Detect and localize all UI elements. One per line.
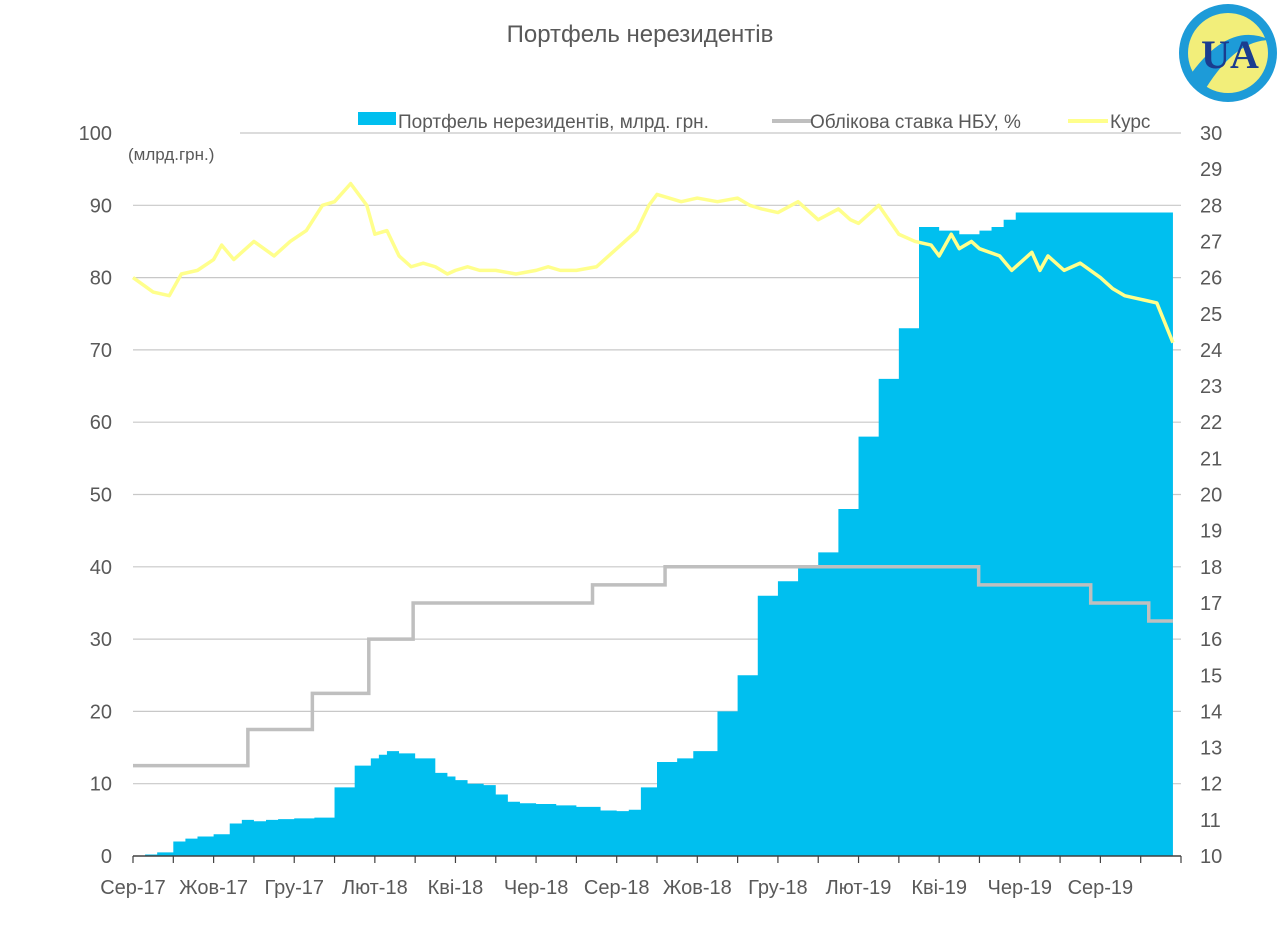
x-tick-label: Лют-18	[342, 877, 408, 899]
logo-swoosh	[1188, 34, 1270, 88]
rate-line	[133, 565, 1173, 768]
left-tick-label: 70	[90, 340, 112, 362]
x-tick-label: Сер-18	[584, 877, 650, 899]
fx-line	[131, 181, 1175, 344]
left-tick-label: 100	[79, 123, 112, 145]
gridlines	[133, 132, 1181, 785]
x-tick-label: Сер-17	[100, 877, 166, 899]
chart-title: Портфель нерезидентів	[507, 21, 774, 48]
legend-label-rate: Облікова ставка НБУ, %	[810, 112, 1021, 133]
left-tick-label: 10	[90, 774, 112, 796]
right-axis-ticks: 10 11 12 13 14 15 16 17 18 19 20 21 22 23 24 25 26 27 28 29…	[1200, 123, 1222, 868]
portfolio-area-shape	[133, 212, 1173, 856]
left-axis-unit: (млрд.грн.)	[128, 145, 214, 164]
x-tick-label: Жов-17	[179, 877, 248, 899]
legend: Портфель нерезидентів, млрд. грн. Обліко…	[358, 112, 1150, 133]
left-tick-label: 50	[90, 485, 112, 507]
x-tick-label: Жов-18	[663, 877, 732, 899]
x-tick-label: Кві-18	[428, 877, 484, 899]
right-tick-label: 21	[1200, 448, 1222, 470]
left-tick-label: 0	[101, 846, 112, 868]
right-tick-label: 27	[1200, 231, 1222, 253]
right-tick-label: 10	[1200, 846, 1222, 868]
left-tick-label: 30	[90, 629, 112, 651]
logo-text: UA	[1201, 32, 1259, 77]
left-tick-label: 60	[90, 412, 112, 434]
right-tick-label: 14	[1200, 701, 1222, 723]
left-tick-label: 20	[90, 701, 112, 723]
right-tick-label: 17	[1200, 593, 1222, 615]
right-tick-label: 18	[1200, 557, 1222, 579]
left-tick-label: 40	[90, 557, 112, 579]
right-tick-label: 16	[1200, 629, 1222, 651]
x-tick-label: Чер-19	[988, 877, 1052, 899]
right-tick-label: 28	[1200, 195, 1222, 217]
right-tick-label: 25	[1200, 304, 1222, 326]
portfolio-area	[133, 212, 1173, 856]
left-tick-label: 90	[90, 195, 112, 217]
right-tick-label: 19	[1200, 521, 1222, 543]
right-tick-label: 30	[1200, 123, 1222, 145]
fx-line-path	[131, 181, 1175, 344]
right-tick-label: 29	[1200, 159, 1222, 181]
right-tick-label: 13	[1200, 738, 1222, 760]
x-tick-label: Гру-17	[264, 877, 324, 899]
x-tick-label: Чер-18	[504, 877, 568, 899]
right-tick-label: 20	[1200, 485, 1222, 507]
legend-label-portfolio: Портфель нерезидентів, млрд. грн.	[398, 112, 709, 133]
right-tick-label: 26	[1200, 268, 1222, 290]
x-tick-label: Кві-19	[911, 877, 967, 899]
axes	[132, 855, 1182, 863]
x-tick-label: Лют-19	[826, 877, 892, 899]
right-tick-label: 12	[1200, 774, 1222, 796]
right-tick-label: 23	[1200, 376, 1222, 398]
rate-step-path	[133, 565, 1173, 768]
legend-label-fx: Курс	[1110, 112, 1150, 133]
right-tick-label: 24	[1200, 340, 1222, 362]
right-tick-label: 11	[1200, 810, 1221, 832]
x-tick-label: Сер-19	[1068, 877, 1134, 899]
legend-swatch-portfolio	[358, 112, 396, 125]
x-tick-label: Гру-18	[748, 877, 808, 899]
left-tick-label: 80	[90, 268, 112, 290]
ua-logo: UA	[1179, 4, 1277, 102]
left-axis-ticks: 0 10 20 30 40 50 60 70 80 90 100	[79, 123, 112, 868]
right-tick-label: 22	[1200, 412, 1222, 434]
x-axis-ticks: Сер-17 Жов-17 Гру-17 Лют-18 Кві-18 Чер-18 Сер-…	[100, 877, 1133, 899]
right-tick-label: 15	[1200, 665, 1222, 687]
